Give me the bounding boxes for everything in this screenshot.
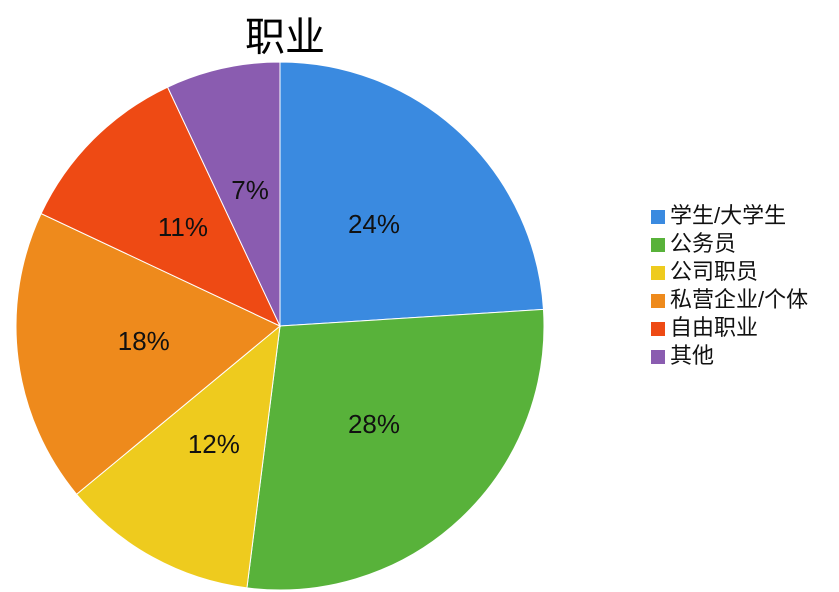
pie-slice xyxy=(279,61,545,327)
legend-swatch xyxy=(651,322,665,336)
legend-label: 学生/大学生 xyxy=(670,203,786,228)
legend-label: 公司职员 xyxy=(670,259,758,284)
legend-swatch xyxy=(651,266,665,280)
legend-swatch xyxy=(651,238,665,252)
data-label: 28% xyxy=(348,409,400,439)
legend-label: 公务员 xyxy=(670,231,736,256)
pie-slice xyxy=(246,308,545,591)
data-label: 24% xyxy=(348,209,400,239)
legend-label: 自由职业 xyxy=(670,315,758,340)
data-label: 11% xyxy=(158,212,208,242)
data-label: 18% xyxy=(118,326,170,356)
pie-slice xyxy=(166,61,281,327)
pie-slice xyxy=(40,86,282,328)
legend-swatch xyxy=(651,350,665,364)
legend-swatch xyxy=(651,294,665,308)
data-label: 12% xyxy=(188,429,240,459)
chart-title: 职业 xyxy=(245,16,325,60)
legend-label: 其他 xyxy=(670,343,714,368)
pie-slice xyxy=(75,324,281,589)
data-label: 7% xyxy=(231,175,269,205)
legend-swatch xyxy=(651,210,665,224)
pie-slice xyxy=(15,212,281,495)
legend-label: 私营企业/个体 xyxy=(670,287,808,312)
